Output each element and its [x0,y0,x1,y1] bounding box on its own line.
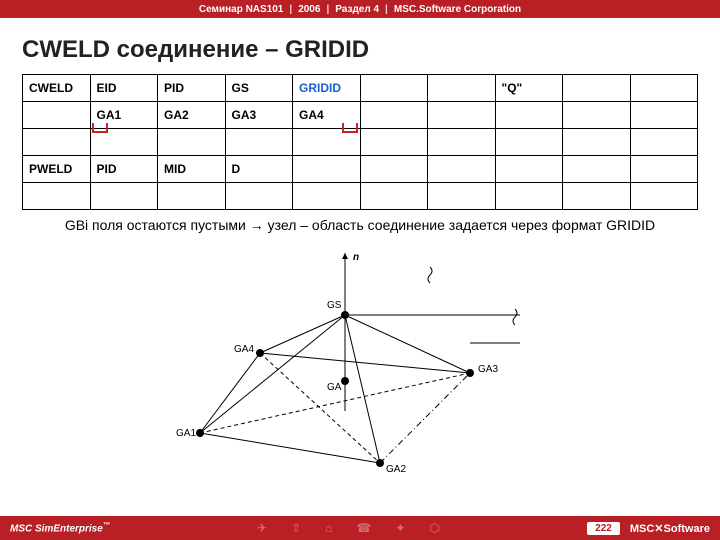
table-cell [90,183,158,210]
table-cell [360,75,428,102]
table-cell: EID [90,75,158,102]
node-label: GS [327,301,341,312]
table-cell [630,156,698,183]
table-cell [428,183,496,210]
hdr-year: 2006 [298,4,320,15]
top-bar: Семинар NAS101 | 2006 | Раздел 4 | MSC.S… [0,0,720,18]
table-cell: D [225,156,293,183]
table-cell [360,102,428,129]
table-cell [563,102,631,129]
table-cell [630,75,698,102]
table-cell [495,156,563,183]
table-row: CWELDEIDPIDGSGRIDID "Q" [23,75,698,102]
footer-icons: ✈ ⇧ ⌂ ☎ ✦ ⬡ [257,521,440,535]
table-cell [428,102,496,129]
hdr-sep: | [289,4,292,15]
footer-icon: ⇧ [291,521,301,535]
table-cell: GA2 [158,102,226,129]
node-label: GA3 [478,365,498,376]
page-number: 222 [587,522,620,535]
table-cell [23,183,91,210]
table-cell [360,183,428,210]
hdr-section: Раздел 4 [335,4,379,15]
footer-brand: MSC SimEnterprise™ [10,522,110,534]
table-cell [428,129,496,156]
diagram: GS GA GA1 GA2 GA3 GA4 n [0,243,720,503]
node-label: GA1 [176,429,196,440]
table-cell [225,129,293,156]
table-cell: GRIDID [293,75,361,102]
table-cell: PID [158,75,226,102]
hdr-seminar: Семинар NAS101 [199,4,283,15]
table-cell [630,183,698,210]
axis-n-label: n [353,253,359,264]
table-cell [158,183,226,210]
hdr-sep: | [326,4,329,15]
table-cell: CWELD [23,75,91,102]
table-cell: GS [225,75,293,102]
tm-mark: ™ [103,522,110,529]
table-cell [630,102,698,129]
bracket-right [342,123,358,133]
table-cell [563,75,631,102]
table-cell [360,156,428,183]
footer-icon: ⬡ [429,521,439,535]
table-row: GA1GA2GA3GA4 [23,102,698,129]
table-cell [495,129,563,156]
table-cell: GA3 [225,102,293,129]
table-cell: PID [90,156,158,183]
diagram-svg [0,243,720,503]
table-cell [225,183,293,210]
table-cell [428,156,496,183]
footer-msc: MSC✕Software [630,522,710,535]
hdr-sep: | [385,4,388,15]
table-cell [495,102,563,129]
footer-bar: MSC SimEnterprise™ ✈ ⇧ ⌂ ☎ ✦ ⬡ 222 MSC✕S… [0,516,720,540]
table-cell [563,129,631,156]
footer-icon: ✈ [257,521,267,535]
table-cell [495,183,563,210]
table-cell [360,129,428,156]
table-cell [293,156,361,183]
table-cell [293,129,361,156]
hdr-corp: MSC.Software Corporation [394,4,521,15]
table-cell [90,129,158,156]
table-cell [563,156,631,183]
footer-icon: ⌂ [325,521,332,535]
table-row [23,183,698,210]
table-cell [630,129,698,156]
cweld-table-wrap: CWELDEIDPIDGSGRIDID"Q"GA1GA2GA3GA4PWELDP… [0,74,720,210]
table-row: PWELDPIDMIDD [23,156,698,183]
table-cell [563,183,631,210]
table-cell [23,129,91,156]
footer-brand-text: MSC SimEnterprise [10,523,103,534]
table-row [23,129,698,156]
table-cell [158,129,226,156]
cweld-table: CWELDEIDPIDGSGRIDID"Q"GA1GA2GA3GA4PWELDP… [22,74,698,210]
table-cell: PWELD [23,156,91,183]
footer-icon: ✦ [395,521,405,535]
table-cell: MID [158,156,226,183]
table-cell [23,102,91,129]
footer-icon: ☎ [356,521,371,535]
bracket-left [92,123,108,133]
table-cell: "Q" [495,75,563,102]
node-label: GA2 [386,465,406,476]
node-label: GA4 [234,345,254,356]
page-title: CWELD соединение – GRIDID [0,18,720,74]
table-cell [293,183,361,210]
footer-right: 222 MSC✕Software [587,522,710,535]
node-label: GA [327,383,341,394]
table-cell [428,75,496,102]
caption-text: GBi поля остаются пустыми → узел – облас… [0,210,720,235]
